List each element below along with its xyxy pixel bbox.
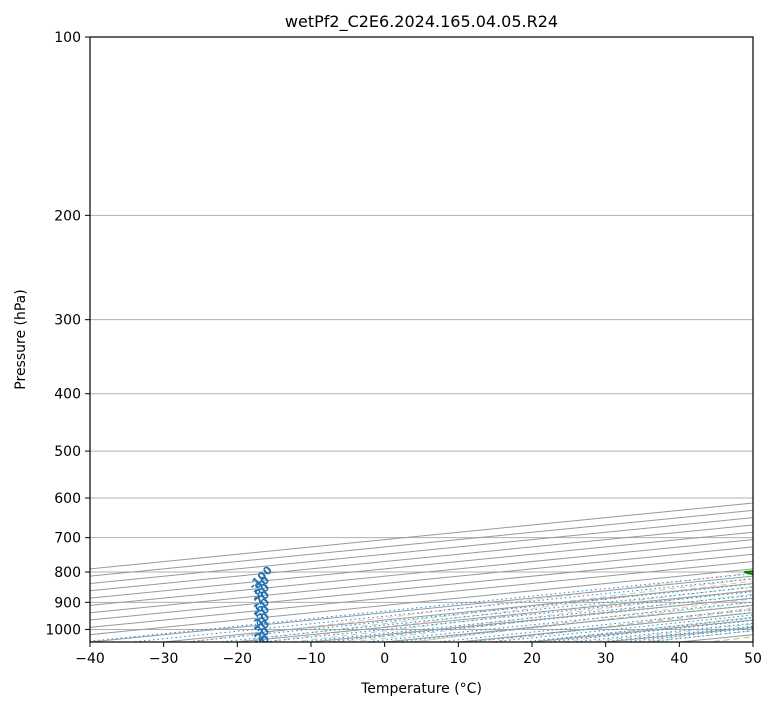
mixing-ratio-line [257,591,753,642]
x-axis-label: Temperature (°C) [360,681,482,697]
isotherm-line [158,582,753,642]
moist-adiabat [406,601,753,642]
x-tick-label: 20 [523,651,541,667]
x-tick-label: −10 [296,651,326,667]
dry-adiabats [184,37,775,644]
y-tick-label: 100 [54,30,81,46]
isotherm-line [90,561,753,628]
isotherm-line [90,524,753,592]
y-tick-label: 700 [54,531,81,547]
mixing-ratio-line [214,586,753,642]
dry-adiabat [483,607,753,642]
isotherm-line [526,619,753,642]
x-tick-label: 40 [670,651,688,667]
moist-adiabat [287,585,753,642]
isotherm-line [90,568,753,636]
isotherm-line [90,546,753,614]
isotherm-line [90,553,753,621]
isotherm-line [90,531,753,599]
plot-frame [89,36,754,643]
dewpoint-profile [743,570,753,576]
x-tick-label: −40 [75,651,105,667]
y-tick-label: 1000 [45,622,81,638]
y-tick-label: 200 [54,208,81,224]
x-axis-ticks: −40 −30 −20 −10 0 10 20 30 40 50 [75,642,762,667]
mixing-ratio-lines [90,573,753,642]
isotherm-label: -10 [249,632,272,655]
y-tick-label: 900 [54,595,81,611]
y-tick-label: 600 [54,491,81,507]
isotherm-line [305,597,753,642]
x-tick-label: −30 [149,651,179,667]
dry-adiabat [334,589,753,642]
moist-adiabat [702,636,753,642]
dry-adiabat [558,616,753,642]
y-axis-label: Pressure (hPa) [13,289,29,389]
y-axis-ticks: 100 200 300 400 500 600 700 800 900 1000 [45,30,90,638]
isotherm-line [90,517,753,584]
profiles [743,570,753,576]
isotherm-line [90,509,753,577]
dry-adiabat [768,37,775,644]
mixing-ratio-line [294,594,753,642]
x-tick-label: 0 [380,651,389,667]
y-tick-label: 800 [54,565,81,581]
isotherm-label: 0 [253,643,268,658]
dry-adiabat [408,598,753,642]
moist-adiabat [584,623,753,642]
y-tick-label: 400 [54,387,81,403]
dry-adiabat [633,626,753,642]
dry-adiabat [184,572,753,642]
isotherm-line [90,539,753,606]
x-tick-label: 30 [597,651,615,667]
dry-adiabat [707,635,753,642]
mixing-ratio-line [517,617,753,642]
isotherm-line [674,634,753,642]
x-tick-label: 10 [449,651,467,667]
moist-adiabats [228,578,753,642]
isotherm-label: 10 [251,648,271,668]
isotherm-line [232,590,753,642]
isotherm-label: 30 [251,663,271,683]
grid-lines [90,37,753,630]
isotherm-label: 40 [251,670,271,690]
isotherm-label: 20 [251,655,271,675]
dry-adiabat [259,580,753,642]
isotherm-line [90,575,753,642]
y-tick-label: 300 [54,313,81,329]
isotherm-line [747,641,753,642]
moist-adiabat [524,616,753,642]
plot-area: -100-90-80-70-60-50-40-30-20-10010203040… [90,37,775,690]
y-tick-label: 500 [54,444,81,460]
chart-title: wetPf2_C2E6.2024.165.04.05.R24 [285,12,558,32]
isotherm-line [600,626,753,642]
x-tick-label: −20 [223,651,253,667]
isotherms [90,502,753,642]
isotherm-line [90,502,753,570]
x-tick-label: 50 [744,651,762,667]
